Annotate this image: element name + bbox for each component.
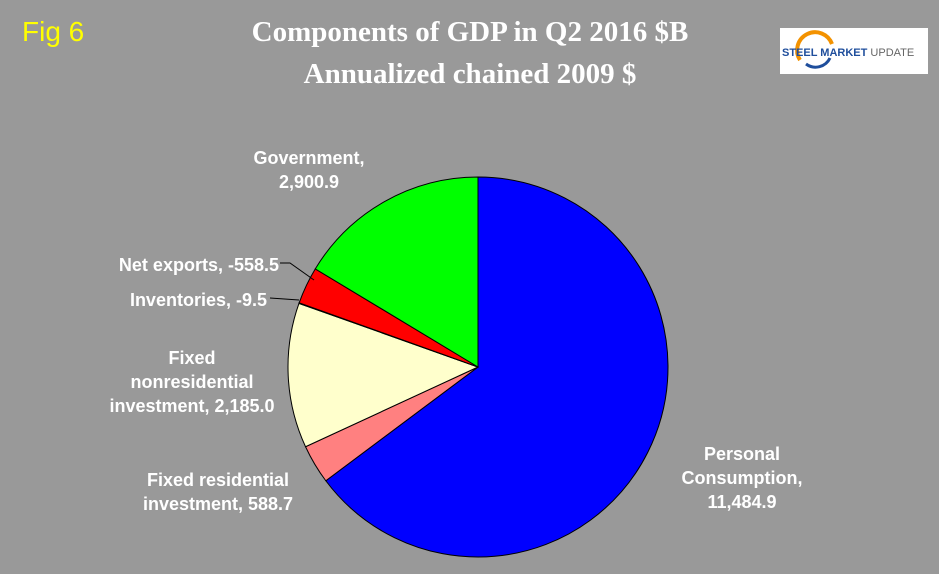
chart-subtitle: Annualized chained 2009 $ <box>303 58 637 90</box>
data-label: Fixed residential investment, 588.7 <box>142 470 294 514</box>
pie-slice <box>314 176 479 368</box>
logo-suffix: UPDATE <box>870 47 914 59</box>
leader-line <box>269 297 300 301</box>
pie-slice <box>287 302 480 448</box>
pie <box>287 176 669 558</box>
data-label: Personal Consumption, 11,484.9 <box>681 444 803 512</box>
logo-swoosh <box>795 30 834 62</box>
logo: STEEL MARKET UPDATE <box>780 28 928 74</box>
data-label: Net exports, -558.5 <box>118 255 279 275</box>
chart-title: Components of GDP in Q2 2016 $B <box>251 16 689 48</box>
logo-brand: STEEL MARKET UPDATE <box>782 47 914 59</box>
data-label: Inventories, -9.5 <box>129 290 267 310</box>
data-label: Government, 2,900.9 <box>253 148 365 192</box>
leader-line <box>280 262 315 281</box>
logo-swoosh <box>805 57 832 69</box>
figure-label: Fig 6 <box>22 16 85 47</box>
data-label: Fixed nonresidential investment, 2,185.0 <box>109 348 275 416</box>
logo-brand-text: STEEL MARKET <box>782 47 868 59</box>
pie-slice <box>325 176 669 558</box>
